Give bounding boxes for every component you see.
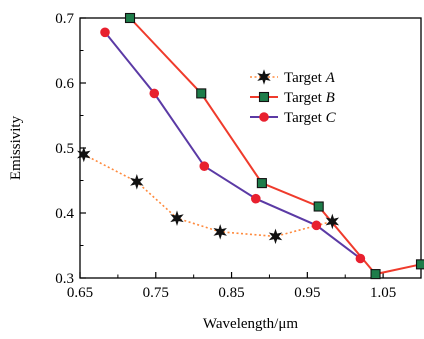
data-point-target-b [371, 270, 380, 279]
x-axis-title: Wavelength/μm [203, 316, 298, 332]
data-point-target-a [131, 175, 142, 188]
series-lines [84, 18, 421, 274]
data-point-target-c [356, 254, 365, 263]
plot-frame [80, 18, 421, 278]
y-axis-title: Emissivity [8, 115, 24, 180]
data-point-target-b [314, 202, 323, 211]
series-markers [78, 14, 424, 279]
data-point-target-c [252, 194, 261, 203]
data-point-target-b [417, 260, 424, 269]
data-point-target-c [150, 89, 159, 98]
data-point-target-c [312, 221, 321, 230]
legend-label-target-a: Target A [284, 70, 336, 86]
x-tick-label: 0.95 [294, 285, 320, 301]
legend-label-target-c: Target C [284, 110, 337, 126]
legend-marker-target-b [260, 93, 269, 102]
legend-label-target-b: Target B [284, 90, 335, 106]
y-tick-label: 0.3 [55, 271, 74, 287]
x-tick-label: 1.05 [370, 285, 396, 301]
y-tick-label: 0.5 [55, 141, 74, 157]
data-point-target-a [171, 212, 182, 225]
x-tick-label: 0.65 [67, 285, 93, 301]
data-point-target-b [257, 179, 266, 188]
legend-marker-target-c [260, 113, 269, 122]
x-tick-label: 0.75 [143, 285, 169, 301]
y-tick-label: 0.4 [55, 206, 74, 222]
y-tick-label: 0.7 [55, 11, 74, 27]
legend: Target A Target B Target C [250, 70, 337, 126]
data-point-target-a [270, 230, 281, 243]
data-point-target-b [197, 89, 206, 98]
data-point-target-c [200, 162, 209, 171]
y-tick-label: 0.6 [55, 76, 74, 92]
data-point-target-b [126, 14, 135, 23]
x-tick-label: 0.85 [218, 285, 244, 301]
data-point-target-c [101, 28, 110, 37]
